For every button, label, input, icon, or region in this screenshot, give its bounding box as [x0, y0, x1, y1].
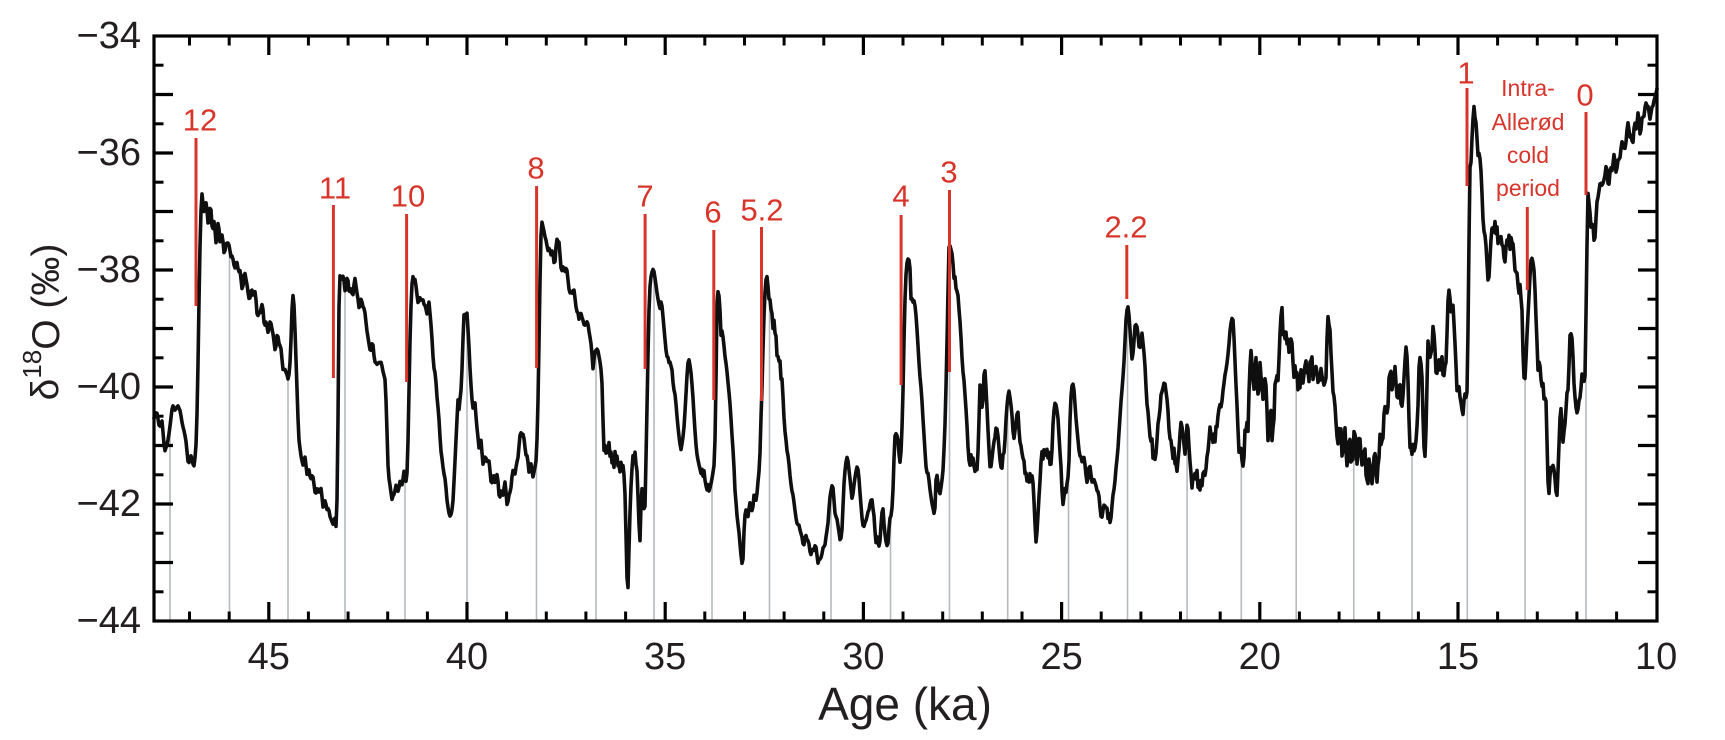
svg-text:5.2: 5.2 [740, 193, 783, 228]
svg-text:−42: −42 [77, 483, 141, 525]
svg-text:3: 3 [940, 155, 957, 190]
svg-text:−36: −36 [77, 132, 141, 174]
svg-text:−34: −34 [77, 15, 141, 57]
svg-text:12: 12 [183, 103, 217, 138]
svg-text:−40: −40 [77, 366, 141, 408]
svg-text:8: 8 [527, 151, 544, 186]
svg-text:15: 15 [1437, 636, 1479, 678]
svg-text:20: 20 [1239, 636, 1281, 678]
svg-text:35: 35 [644, 636, 686, 678]
svg-text:0: 0 [1576, 78, 1593, 113]
svg-text:−44: −44 [77, 600, 141, 642]
svg-text:−38: −38 [77, 249, 141, 291]
svg-text:1: 1 [1457, 56, 1474, 91]
svg-text:10: 10 [1635, 636, 1677, 678]
svg-text:6: 6 [704, 195, 721, 230]
svg-text:period: period [1496, 175, 1560, 201]
svg-text:10: 10 [391, 179, 425, 214]
svg-text:45: 45 [248, 636, 290, 678]
svg-text:Intra-: Intra- [1501, 75, 1555, 101]
svg-text:11: 11 [319, 171, 351, 206]
svg-text:30: 30 [842, 636, 884, 678]
svg-text:2.2: 2.2 [1104, 210, 1147, 245]
svg-text:40: 40 [446, 636, 488, 678]
svg-text:7: 7 [636, 179, 653, 214]
svg-text:δ18O (‰): δ18O (‰) [17, 244, 68, 401]
svg-text:Allerød: Allerød [1492, 109, 1565, 135]
svg-text:4: 4 [892, 179, 909, 214]
svg-text:25: 25 [1040, 636, 1082, 678]
svg-text:cold: cold [1507, 142, 1549, 168]
svg-text:Age (ka): Age (ka) [818, 678, 992, 730]
